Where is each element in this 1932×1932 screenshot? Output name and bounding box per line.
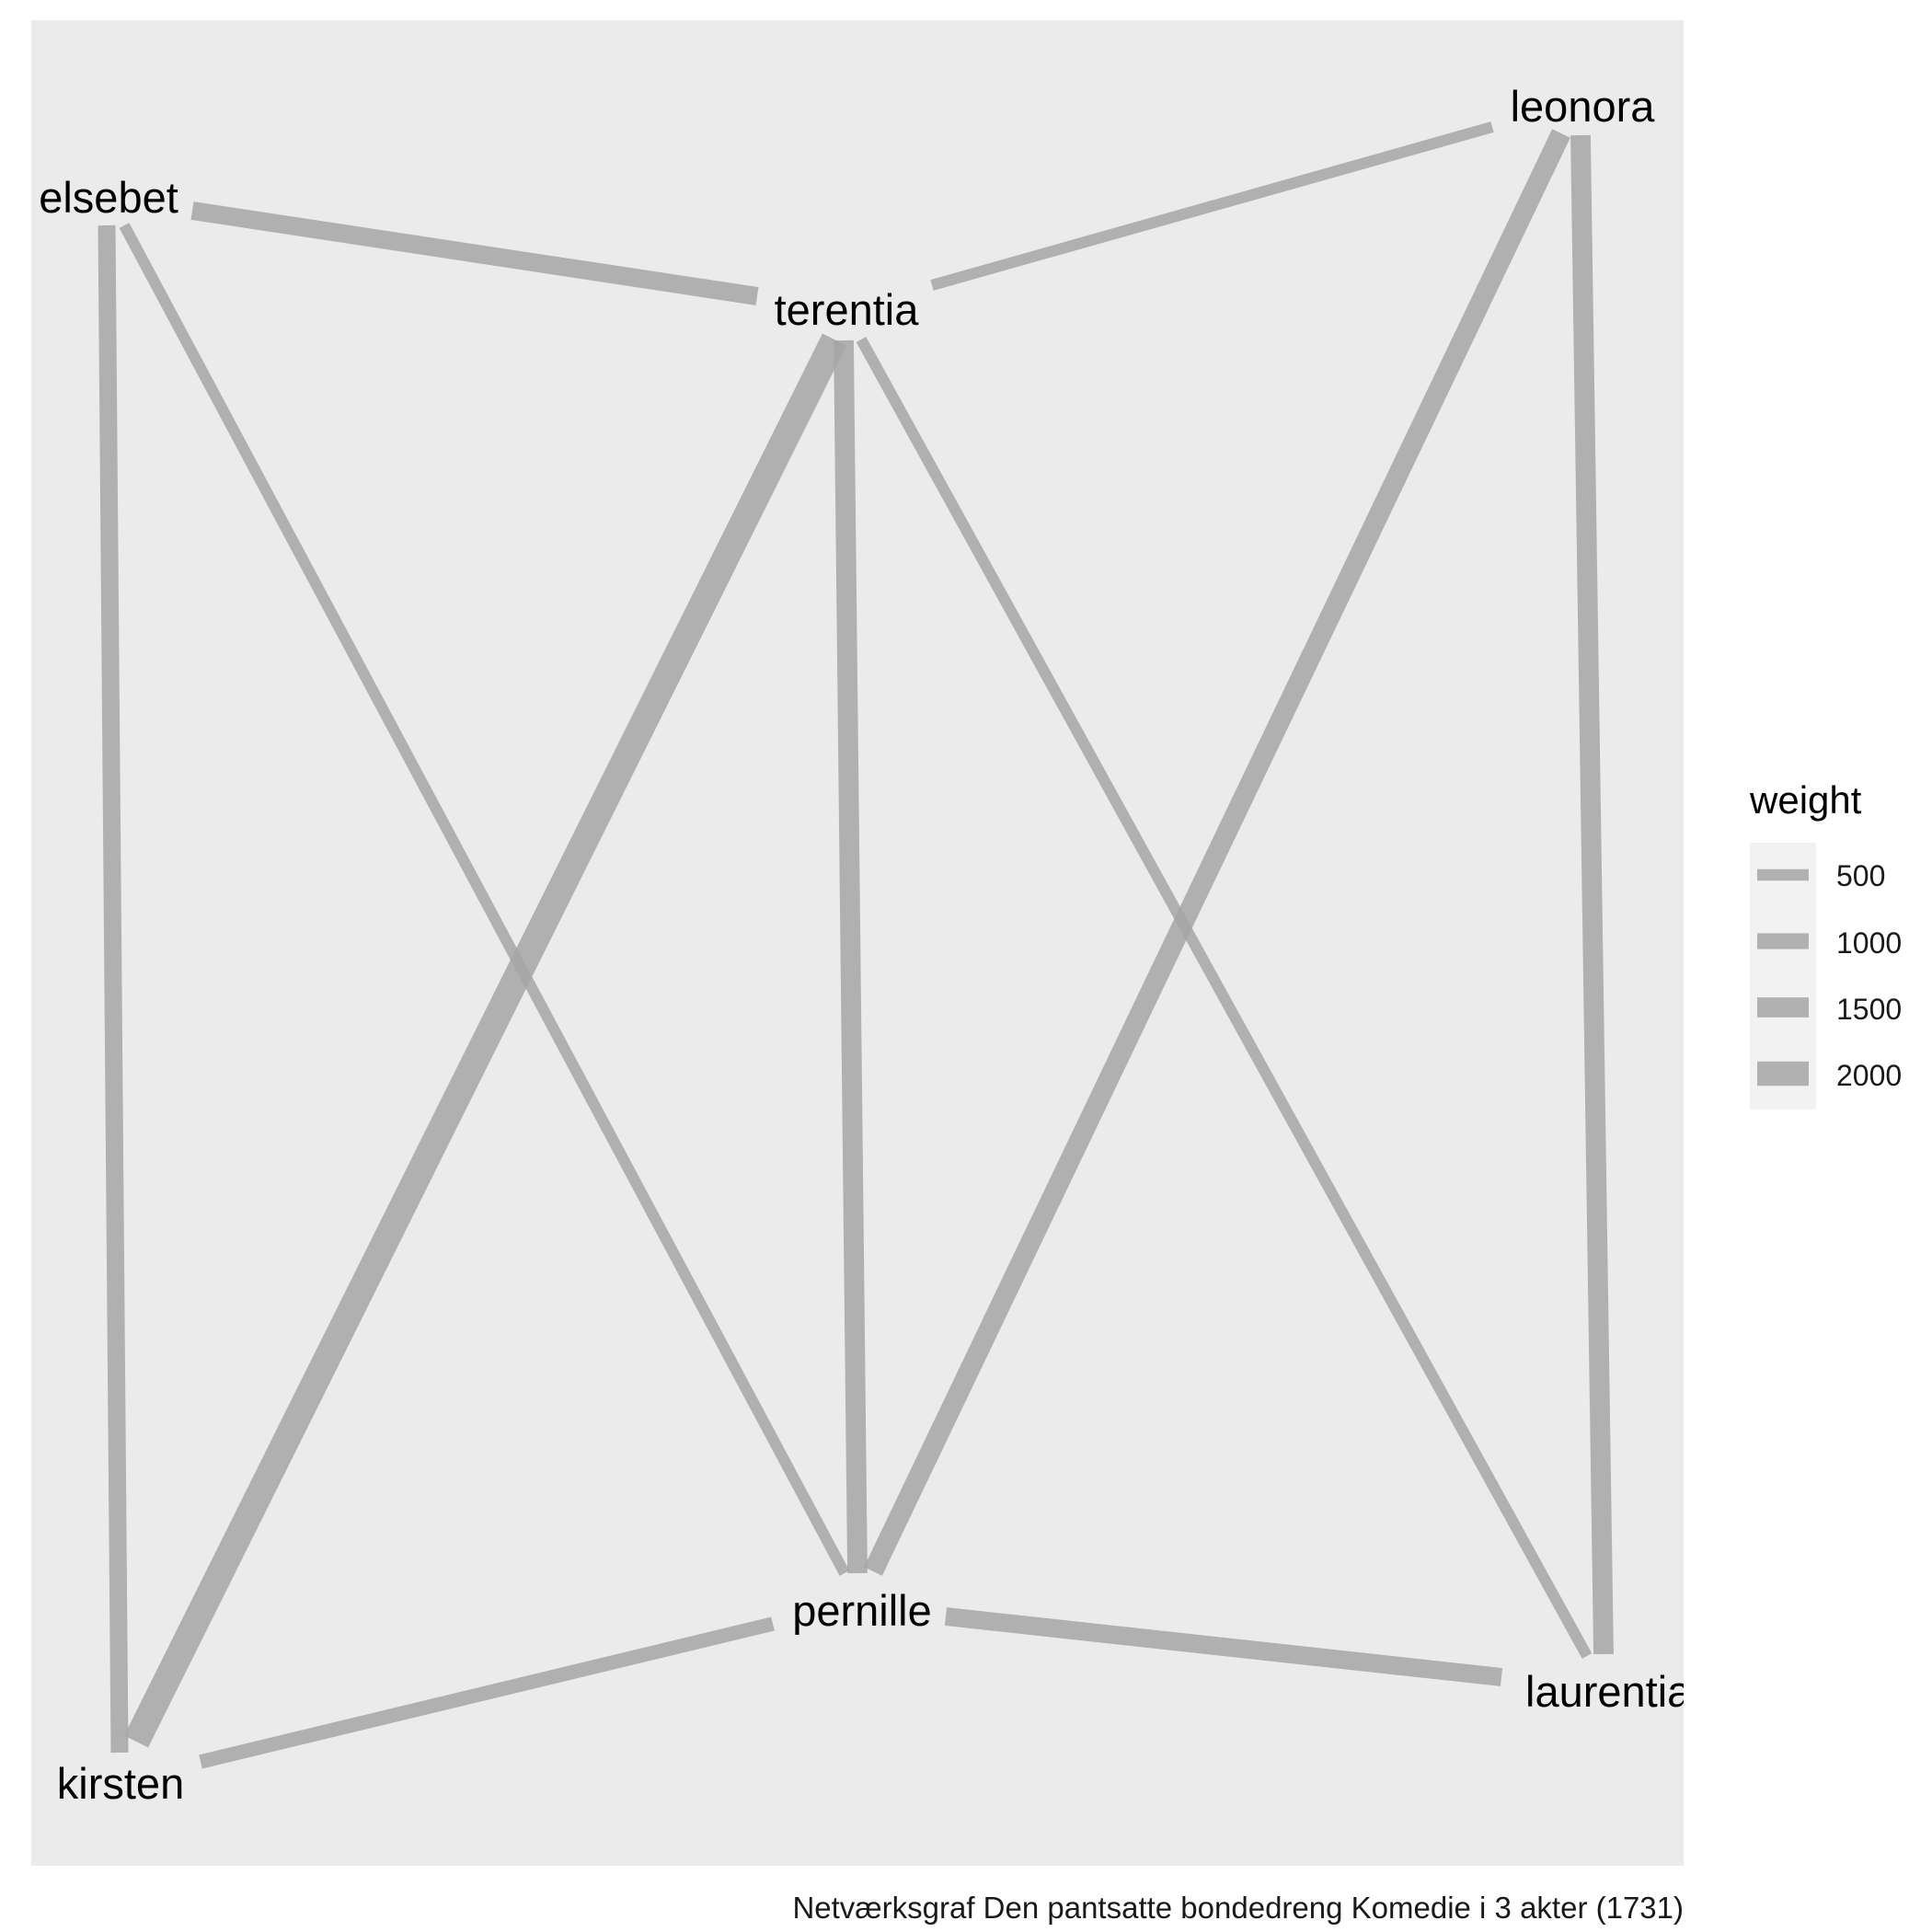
caption: Netværksgraf Den pantsatte bondedreng Ko… (792, 1891, 1684, 1925)
node-label-terentia: terentia (775, 285, 920, 334)
weight-legend: weight 500 1000 1500 2000 (1749, 778, 1902, 1110)
node-label-laurentia: laurentia (1525, 1667, 1692, 1716)
legend-keys (1757, 868, 1809, 1087)
edge-leonora-pernille (864, 129, 1570, 1576)
node-label-layer: elsebet terentia leonora pernille lauren… (39, 82, 1692, 1808)
legend-label-2000: 2000 (1836, 1059, 1902, 1092)
edge-elsebet-pernille (119, 223, 850, 1576)
node-label-leonora: leonora (1511, 82, 1656, 131)
panel-right-edge (1684, 1656, 1720, 1730)
node-label-pernille: pernille (792, 1586, 932, 1635)
edge-layer (98, 121, 1614, 1769)
legend-title: weight (1749, 778, 1862, 822)
edge-terentia-leonora (930, 121, 1494, 291)
edge-elsebet-kirsten (98, 224, 129, 1754)
legend-label-1500: 1500 (1836, 993, 1902, 1026)
edge-leonora-laurentia (1570, 134, 1614, 1655)
edge-elsebet-terentia (190, 201, 759, 305)
edge-pernille-kirsten (199, 1616, 775, 1769)
edge-terentia-laurentia (856, 337, 1593, 1659)
edge-pernille-laurentia (944, 1607, 1503, 1686)
edge-terentia-pernille (834, 339, 868, 1574)
legend-label-1000: 1000 (1836, 926, 1902, 960)
node-label-elsebet: elsebet (39, 173, 178, 222)
edge-terentia-kirsten (123, 333, 847, 1748)
node-label-kirsten: kirsten (57, 1759, 184, 1808)
legend-label-500: 500 (1836, 859, 1885, 892)
